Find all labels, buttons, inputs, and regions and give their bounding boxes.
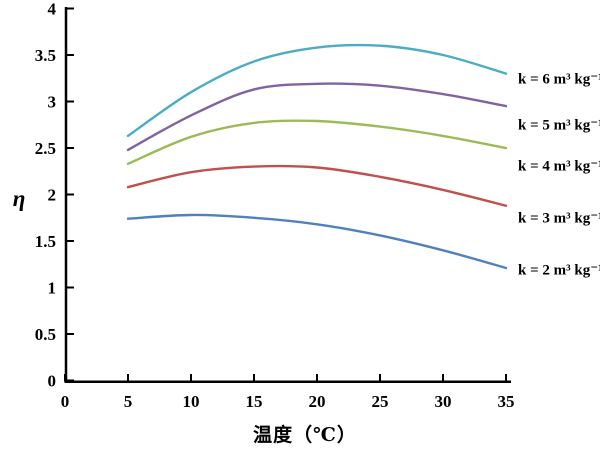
y-tick-label: 3 (48, 93, 57, 112)
series-line-2 (126, 119, 508, 165)
series-label-0: k = 6 m³ kg⁻¹ (518, 71, 600, 88)
series-line-3 (126, 164, 508, 207)
x-tick-label: 30 (435, 392, 452, 411)
series-label-2: k = 4 m³ kg⁻¹ (518, 158, 600, 175)
y-tick-label: 1.5 (35, 232, 56, 251)
y-tick-label: 1 (48, 279, 57, 298)
series-line-0 (126, 43, 508, 138)
y-tick-label: 2.5 (35, 139, 56, 158)
series-label-4: k = 2 m³ kg⁻¹ (518, 262, 600, 279)
x-tick-label: 0 (61, 392, 70, 411)
y-axis-title: η (12, 186, 26, 211)
x-tick-label: 25 (372, 392, 389, 411)
series-line-4 (126, 213, 508, 270)
series-line-1 (126, 82, 508, 152)
series-label-1: k = 5 m³ kg⁻¹ (518, 117, 600, 134)
x-tick-label: 15 (246, 392, 263, 411)
x-tick-label: 20 (309, 392, 326, 411)
x-axis-title: 温度（℃） (253, 425, 357, 446)
y-tick-label: 2 (48, 186, 57, 205)
axes-group: 0 0.5 1 1.5 2 2.5 3 3.5 4 0 5 10 15 20 25 30 35 (35, 0, 515, 411)
x-tick-label: 10 (183, 392, 200, 411)
y-tick-label: 0.5 (35, 325, 56, 344)
y-tick-label: 4 (48, 0, 57, 19)
x-tick-label: 35 (498, 392, 515, 411)
y-tick-label: 0 (48, 372, 57, 391)
x-tick-label: 5 (124, 392, 133, 411)
curve-series-group (126, 43, 508, 270)
y-tick-label: 3.5 (35, 46, 56, 65)
series-label-3: k = 3 m³ kg⁻¹ (518, 210, 600, 227)
